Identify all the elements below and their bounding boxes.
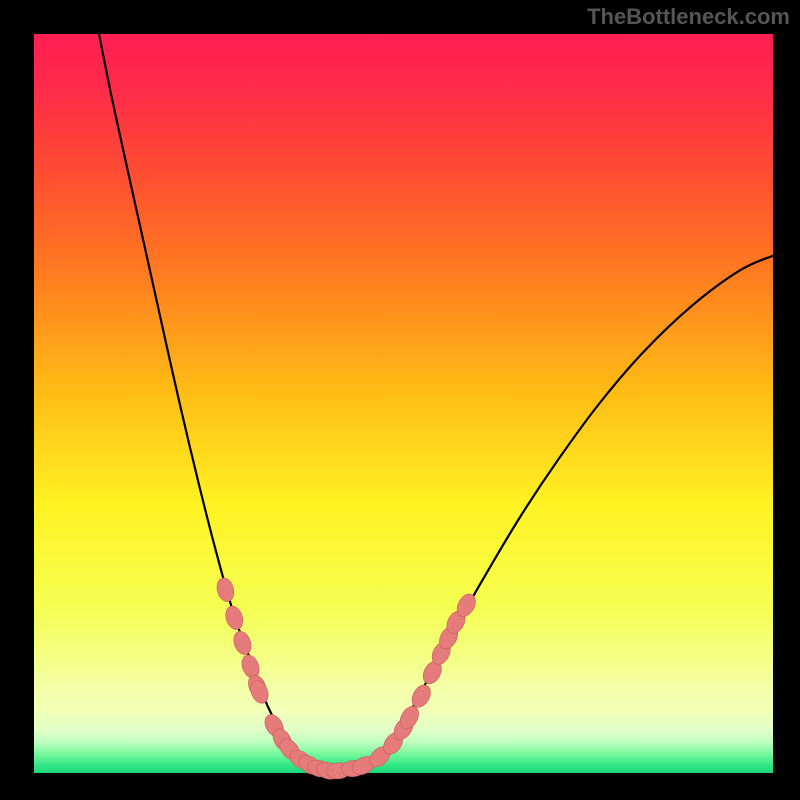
chart-stage: TheBottleneck.com: [0, 0, 800, 800]
bottleneck-chart: [0, 0, 800, 800]
attribution-text: TheBottleneck.com: [587, 4, 790, 30]
plot-background: [34, 34, 773, 773]
